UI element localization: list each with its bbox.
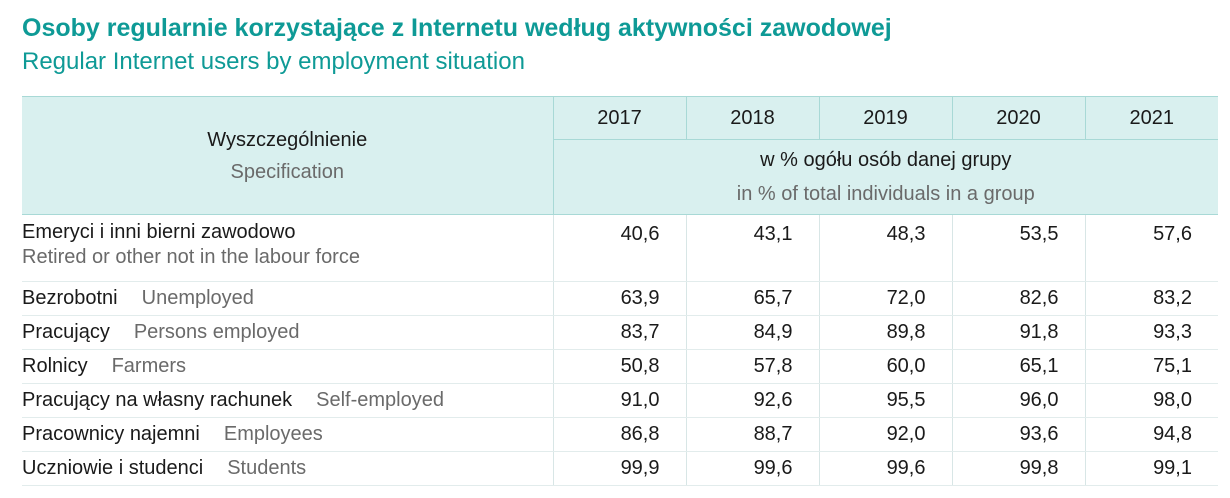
table-cell: 57,6 [1084, 214, 1218, 282]
row-label-en: Farmers [111, 355, 187, 377]
table-cell: 91,8 [951, 315, 1085, 350]
table-cell: 57,8 [685, 349, 819, 384]
row-label: Uczniowie i studenci Students [22, 451, 553, 486]
row-label: Emeryci i inni bierni zawodowo Retired o… [22, 214, 553, 282]
table-cell: 48,3 [818, 214, 952, 282]
row-label-en: Self-employed [316, 389, 444, 411]
row-label-en: Students [227, 457, 307, 479]
row-label: Pracujący na własny rachunek Self-employe… [22, 383, 553, 418]
row-label: Pracownicy najemni Employees [22, 417, 553, 452]
table-row: Pracujący Persons employed 83,7 84,9 89,8… [22, 315, 1218, 350]
table-cell: 89,8 [818, 315, 952, 350]
table-cell: 99,9 [552, 451, 686, 486]
row-label: Bezrobotni Unemployed [22, 281, 553, 316]
row-label-en: Retired or other not in the labour force [22, 246, 360, 268]
table-header: Wyszczególnienie Specification 2017 2018… [22, 96, 1218, 215]
row-label-en: Persons employed [133, 321, 300, 343]
table-cell: 72,0 [818, 281, 952, 316]
table-row: Pracownicy najemni Employees 86,8 88,7 92… [22, 417, 1218, 452]
table-cell: 63,9 [552, 281, 686, 316]
row-label-pl: Bezrobotni [22, 287, 118, 309]
specification-header: Wyszczególnienie Specification [22, 96, 553, 215]
table-cell: 91,0 [552, 383, 686, 418]
table-cell: 40,6 [552, 214, 686, 282]
table-row: Uczniowie i studenci Students 99,9 99,6 9… [22, 451, 1218, 486]
table-cell: 83,2 [1084, 281, 1218, 316]
table-cell: 98,0 [1084, 383, 1218, 418]
table-cell: 88,7 [685, 417, 819, 452]
year-header: 2020 [951, 96, 1085, 140]
table-cell: 53,5 [951, 214, 1085, 282]
row-label-pl: Pracujący [22, 321, 110, 343]
table-cell: 96,0 [951, 383, 1085, 418]
table-title-pl: Osoby regularnie korzystające z Internet… [22, 14, 892, 42]
table-cell: 50,8 [552, 349, 686, 384]
data-table: Wyszczególnienie Specification 2017 2018… [22, 96, 1218, 486]
table-cell: 84,9 [685, 315, 819, 350]
specification-label-pl: Wyszczególnienie [207, 128, 368, 151]
table-cell: 92,6 [685, 383, 819, 418]
year-header: 2017 [552, 96, 686, 140]
row-label-pl: Rolnicy [22, 355, 88, 377]
table-row: Pracujący na własny rachunek Self-employe… [22, 383, 1218, 418]
row-label-pl: Pracujący na własny rachunek [22, 389, 293, 411]
year-header: 2018 [685, 96, 819, 140]
table-cell: 93,3 [1084, 315, 1218, 350]
table-cell: 95,5 [818, 383, 952, 418]
row-label-pl: Pracownicy najemni [22, 423, 200, 445]
row-label: Rolnicy Farmers [22, 349, 553, 384]
table-cell: 94,8 [1084, 417, 1218, 452]
row-label-en: Employees [223, 423, 323, 445]
table-cell: 60,0 [818, 349, 952, 384]
unit-label-pl: w % ogółu osób danej grupy [760, 149, 1012, 171]
table-cell: 93,6 [951, 417, 1085, 452]
row-label-en: Unemployed [141, 287, 254, 309]
table-cell: 82,6 [951, 281, 1085, 316]
table-row: Bezrobotni Unemployed 63,9 65,7 72,0 82,6… [22, 281, 1218, 316]
table-cell: 99,8 [951, 451, 1085, 486]
table-cell: 99,1 [1084, 451, 1218, 486]
table-cell: 43,1 [685, 214, 819, 282]
table-cell: 86,8 [552, 417, 686, 452]
year-header: 2021 [1084, 96, 1218, 140]
year-header: 2019 [818, 96, 952, 140]
row-label: Pracujący Persons employed [22, 315, 553, 350]
specification-label-en: Specification [230, 160, 344, 183]
table-cell: 65,1 [951, 349, 1085, 384]
row-label-pl: Uczniowie i studenci [22, 457, 204, 479]
table-cell: 92,0 [818, 417, 952, 452]
table-cell: 75,1 [1084, 349, 1218, 384]
table-row: Emeryci i inni bierni zawodowo Retired o… [22, 214, 1218, 282]
table-cell: 99,6 [818, 451, 952, 486]
table-cell: 99,6 [685, 451, 819, 486]
table-row: Rolnicy Farmers 50,8 57,8 60,0 65,1 75,1 [22, 349, 1218, 384]
row-label-pl: Emeryci i inni bierni zawodowo [22, 221, 296, 243]
unit-header: w % ogółu osób danej grupy in % of total… [552, 139, 1218, 215]
unit-label-en: in % of total individuals in a group [736, 183, 1035, 205]
table-cell: 83,7 [552, 315, 686, 350]
table-title-en: Regular Internet users by employment sit… [22, 48, 525, 75]
table-body: Emeryci i inni bierni zawodowo Retired o… [22, 214, 1218, 486]
table-cell: 65,7 [685, 281, 819, 316]
